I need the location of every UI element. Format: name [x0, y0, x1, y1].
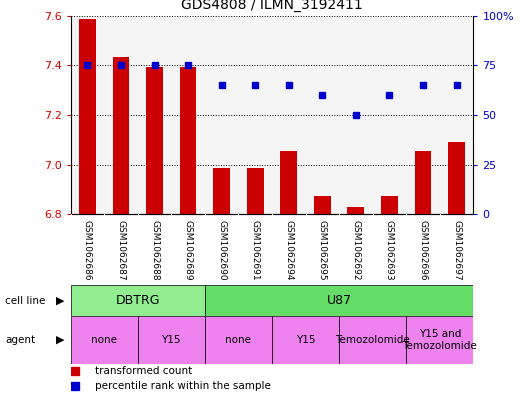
Bar [448, 142, 465, 214]
FancyBboxPatch shape [205, 285, 473, 316]
FancyBboxPatch shape [406, 316, 473, 364]
Text: transformed count: transformed count [95, 366, 192, 376]
Text: GSM1062697: GSM1062697 [452, 220, 461, 281]
Text: GSM1062693: GSM1062693 [385, 220, 394, 281]
Bar [347, 207, 364, 214]
Text: GSM1062689: GSM1062689 [184, 220, 192, 281]
FancyBboxPatch shape [272, 316, 339, 364]
FancyBboxPatch shape [71, 316, 138, 364]
Bar [146, 66, 163, 214]
Text: GSM1062695: GSM1062695 [318, 220, 327, 281]
Text: GSM1062692: GSM1062692 [351, 220, 360, 280]
FancyBboxPatch shape [138, 316, 205, 364]
Text: GSM1062686: GSM1062686 [83, 220, 92, 281]
Bar [280, 151, 297, 214]
Bar [415, 151, 431, 214]
Text: GSM1062691: GSM1062691 [251, 220, 260, 281]
Title: GDS4808 / ILMN_3192411: GDS4808 / ILMN_3192411 [181, 0, 363, 12]
Text: none: none [91, 335, 117, 345]
Text: Y15 and
Temozolomide: Y15 and Temozolomide [402, 329, 477, 351]
Text: none: none [225, 335, 252, 345]
Text: GSM1062696: GSM1062696 [418, 220, 427, 281]
Text: Y15: Y15 [162, 335, 181, 345]
Bar [314, 196, 331, 214]
Text: ▶: ▶ [56, 296, 64, 306]
FancyBboxPatch shape [339, 316, 406, 364]
FancyBboxPatch shape [71, 285, 205, 316]
Text: percentile rank within the sample: percentile rank within the sample [95, 381, 270, 391]
Text: agent: agent [5, 335, 36, 345]
Bar [381, 196, 398, 214]
Text: DBTRG: DBTRG [116, 294, 160, 307]
Text: GSM1062688: GSM1062688 [150, 220, 159, 281]
Text: GSM1062690: GSM1062690 [217, 220, 226, 281]
Bar [180, 66, 197, 214]
Text: Temozolomide: Temozolomide [335, 335, 410, 345]
Text: ▶: ▶ [56, 335, 64, 345]
Bar [79, 19, 96, 214]
Text: U87: U87 [326, 294, 351, 307]
Text: GSM1062694: GSM1062694 [284, 220, 293, 280]
FancyBboxPatch shape [205, 316, 272, 364]
Bar [247, 168, 264, 214]
Text: Y15: Y15 [296, 335, 315, 345]
Bar [213, 168, 230, 214]
Text: GSM1062687: GSM1062687 [117, 220, 126, 281]
Text: cell line: cell line [5, 296, 46, 306]
Bar [112, 57, 129, 214]
